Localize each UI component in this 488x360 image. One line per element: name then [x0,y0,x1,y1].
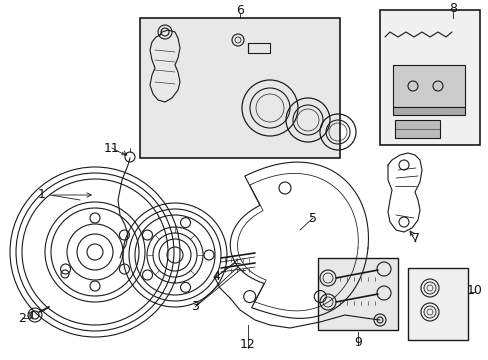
Text: 11: 11 [104,141,120,154]
Bar [392,65,464,107]
Text: 5: 5 [308,211,316,225]
Text: 6: 6 [236,4,244,17]
Bar [379,10,479,145]
Text: 4: 4 [212,270,220,284]
Text: 12: 12 [240,338,255,351]
Text: 8: 8 [448,1,456,14]
Text: 2: 2 [18,311,26,324]
Text: 7: 7 [411,231,419,244]
Bar [392,107,464,115]
Bar [140,18,339,158]
Bar [317,258,397,330]
Bar [247,43,269,53]
Text: 9: 9 [353,336,361,348]
Text: 10: 10 [466,284,482,297]
Text: 3: 3 [191,301,199,314]
Text: 1: 1 [38,189,46,202]
Bar [407,268,467,340]
Bar [394,120,439,138]
